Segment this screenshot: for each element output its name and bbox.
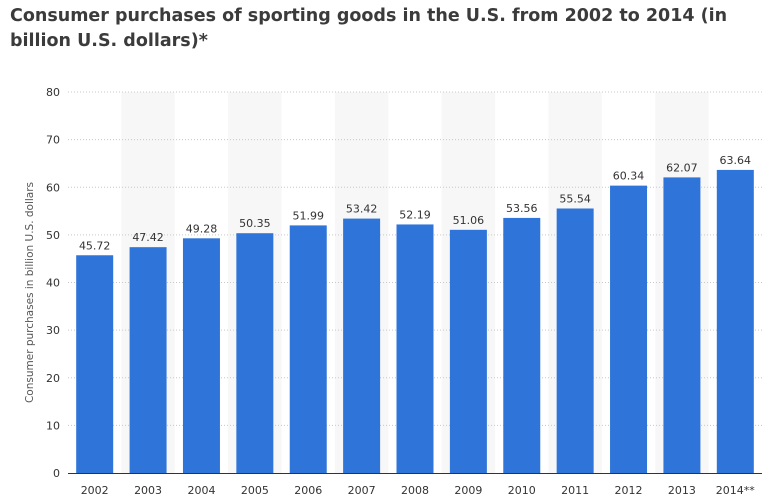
x-tick-label: 2013 <box>668 484 696 497</box>
x-tick-label: 2010 <box>508 484 536 497</box>
y-tick-label: 50 <box>46 229 60 242</box>
x-tick-label: 2002 <box>81 484 109 497</box>
bar-value-label: 55.54 <box>559 192 591 205</box>
y-tick-label: 40 <box>46 277 60 290</box>
bar[interactable] <box>556 208 594 473</box>
y-tick-label: 60 <box>46 181 60 194</box>
bar[interactable] <box>182 238 220 473</box>
bar-value-label: 62.07 <box>666 161 698 174</box>
bar-value-label: 60.34 <box>613 170 645 183</box>
bar-value-label: 45.72 <box>79 239 111 252</box>
bar[interactable] <box>503 217 541 473</box>
x-tick-label: 2006 <box>294 484 322 497</box>
y-tick-label: 80 <box>46 86 60 99</box>
bar-value-label: 52.19 <box>399 208 431 221</box>
x-tick-label: 2011 <box>561 484 589 497</box>
bars <box>76 169 754 474</box>
bar-value-labels: 45.72 47.42 49.28 50.35 51.99 53.42 52.19 51.06… <box>79 154 751 252</box>
bar-value-label: 53.42 <box>346 203 378 216</box>
bar-value-label: 49.28 <box>186 222 218 235</box>
y-axis-label: Consumer purchases in billion U.S. dolla… <box>24 182 36 403</box>
chart-title: Consumer purchases of sporting goods in … <box>10 6 728 51</box>
x-tick-label: 2004 <box>187 484 215 497</box>
bar-value-label: 50.35 <box>239 217 271 230</box>
bar-value-label: 63.64 <box>720 154 752 167</box>
bar[interactable] <box>236 233 274 473</box>
x-tick-label: 2009 <box>454 484 482 497</box>
bar[interactable] <box>76 255 114 473</box>
y-tick-label: 0 <box>53 467 60 480</box>
x-tick-label: 2008 <box>401 484 429 497</box>
bar[interactable] <box>396 224 434 473</box>
x-tick-label: 2003 <box>134 484 162 497</box>
x-tick-label: 2014** <box>716 484 755 497</box>
bar[interactable] <box>610 185 648 474</box>
y-tick-label: 10 <box>46 419 60 432</box>
x-tick-label: 2007 <box>348 484 376 497</box>
bar[interactable] <box>663 177 701 473</box>
bar[interactable] <box>129 247 167 473</box>
bar[interactable] <box>343 218 381 473</box>
x-axis-ticks: 2002 2003 2004 2005 2006 2007 2008 2009 2010 2011… <box>81 484 756 497</box>
y-tick-label: 20 <box>46 372 60 385</box>
bar-value-label: 51.06 <box>453 214 485 227</box>
bar-value-label: 53.56 <box>506 202 538 215</box>
x-tick-label: 2005 <box>241 484 269 497</box>
bar[interactable] <box>449 229 487 473</box>
bar[interactable] <box>716 169 754 474</box>
x-tick-label: 2012 <box>615 484 643 497</box>
y-tick-label: 70 <box>46 134 60 147</box>
bar-value-label: 47.42 <box>132 231 164 244</box>
bar-value-label: 51.99 <box>292 209 324 222</box>
y-tick-label: 30 <box>46 324 60 337</box>
y-axis-ticks: 0 10 20 30 40 50 60 70 80 <box>46 86 60 480</box>
bar[interactable] <box>289 225 327 473</box>
